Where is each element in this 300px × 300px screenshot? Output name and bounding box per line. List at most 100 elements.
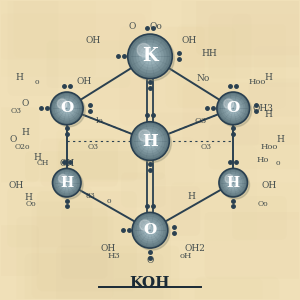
Text: O: O bbox=[226, 101, 240, 116]
Circle shape bbox=[60, 176, 74, 190]
Text: o: o bbox=[276, 159, 280, 167]
FancyBboxPatch shape bbox=[0, 107, 39, 182]
Circle shape bbox=[130, 36, 174, 81]
Text: O: O bbox=[10, 135, 17, 144]
Text: OH: OH bbox=[59, 159, 74, 168]
Text: OH: OH bbox=[9, 181, 24, 190]
FancyBboxPatch shape bbox=[56, 246, 179, 300]
Circle shape bbox=[148, 139, 152, 143]
Text: OH2: OH2 bbox=[184, 244, 205, 253]
Text: o: o bbox=[35, 78, 39, 86]
Circle shape bbox=[224, 99, 233, 109]
Text: Hoo: Hoo bbox=[260, 143, 278, 151]
Circle shape bbox=[148, 228, 152, 232]
Circle shape bbox=[140, 220, 150, 231]
FancyBboxPatch shape bbox=[196, 0, 300, 55]
Circle shape bbox=[55, 170, 83, 199]
Text: OH: OH bbox=[86, 35, 101, 44]
Circle shape bbox=[128, 34, 172, 79]
FancyBboxPatch shape bbox=[37, 191, 137, 291]
FancyBboxPatch shape bbox=[232, 196, 287, 240]
Circle shape bbox=[139, 219, 161, 242]
Text: oH: oH bbox=[179, 252, 192, 260]
Text: No: No bbox=[197, 74, 210, 83]
Text: CH: CH bbox=[37, 159, 49, 167]
Circle shape bbox=[224, 174, 242, 192]
Text: H: H bbox=[15, 73, 23, 82]
Circle shape bbox=[141, 221, 159, 239]
Circle shape bbox=[142, 48, 158, 65]
Circle shape bbox=[65, 181, 69, 184]
Text: H: H bbox=[142, 133, 158, 150]
Circle shape bbox=[50, 92, 83, 125]
Text: O3: O3 bbox=[201, 143, 212, 151]
Circle shape bbox=[231, 181, 235, 184]
FancyBboxPatch shape bbox=[61, 208, 107, 279]
Circle shape bbox=[133, 40, 167, 73]
Text: O3: O3 bbox=[194, 117, 207, 125]
Text: O: O bbox=[143, 223, 157, 237]
Text: O2o: O2o bbox=[14, 143, 30, 151]
Text: Ho: Ho bbox=[257, 155, 269, 164]
Circle shape bbox=[140, 131, 160, 151]
Circle shape bbox=[133, 124, 167, 158]
Text: Hoo: Hoo bbox=[248, 78, 266, 86]
Text: H: H bbox=[227, 176, 240, 190]
Circle shape bbox=[131, 122, 169, 160]
Text: O3: O3 bbox=[88, 143, 99, 151]
Circle shape bbox=[228, 177, 238, 188]
Circle shape bbox=[223, 98, 243, 119]
Circle shape bbox=[219, 94, 248, 123]
Text: Oo: Oo bbox=[26, 200, 36, 208]
Text: O: O bbox=[128, 22, 136, 31]
Circle shape bbox=[230, 179, 237, 186]
Circle shape bbox=[139, 130, 150, 142]
FancyBboxPatch shape bbox=[195, 277, 279, 300]
Text: H: H bbox=[188, 192, 196, 201]
Circle shape bbox=[58, 174, 76, 192]
FancyBboxPatch shape bbox=[25, 254, 163, 300]
Text: H: H bbox=[33, 153, 41, 162]
Circle shape bbox=[134, 214, 170, 250]
Circle shape bbox=[231, 106, 235, 110]
Text: H: H bbox=[265, 73, 273, 82]
Circle shape bbox=[221, 96, 245, 121]
FancyBboxPatch shape bbox=[151, 186, 200, 236]
FancyBboxPatch shape bbox=[40, 139, 118, 187]
FancyBboxPatch shape bbox=[58, 139, 165, 180]
Circle shape bbox=[221, 170, 246, 195]
Text: H: H bbox=[265, 110, 273, 119]
Circle shape bbox=[52, 94, 85, 127]
Text: OH3: OH3 bbox=[253, 104, 273, 113]
FancyBboxPatch shape bbox=[205, 212, 300, 279]
Circle shape bbox=[136, 127, 164, 156]
Circle shape bbox=[144, 51, 156, 62]
Circle shape bbox=[219, 168, 248, 197]
Circle shape bbox=[52, 168, 81, 197]
Text: Oo: Oo bbox=[258, 200, 268, 208]
Circle shape bbox=[227, 102, 239, 115]
Circle shape bbox=[223, 172, 244, 194]
Text: H: H bbox=[24, 193, 32, 202]
Text: HH: HH bbox=[202, 49, 217, 58]
Circle shape bbox=[57, 99, 67, 109]
Circle shape bbox=[147, 54, 153, 59]
Text: KOH: KOH bbox=[130, 276, 170, 290]
Circle shape bbox=[225, 174, 233, 183]
Circle shape bbox=[132, 212, 168, 248]
FancyBboxPatch shape bbox=[16, 216, 171, 300]
Circle shape bbox=[134, 214, 166, 246]
Circle shape bbox=[138, 129, 162, 153]
Text: o: o bbox=[106, 196, 111, 205]
Circle shape bbox=[229, 104, 237, 112]
Circle shape bbox=[61, 102, 73, 115]
FancyBboxPatch shape bbox=[25, 151, 137, 181]
Text: H: H bbox=[60, 176, 73, 190]
Circle shape bbox=[139, 45, 161, 68]
Circle shape bbox=[136, 217, 164, 244]
Circle shape bbox=[226, 176, 240, 190]
Text: H3: H3 bbox=[108, 252, 121, 260]
Circle shape bbox=[143, 224, 157, 237]
Text: O: O bbox=[22, 98, 29, 107]
Text: Oo: Oo bbox=[149, 22, 162, 31]
